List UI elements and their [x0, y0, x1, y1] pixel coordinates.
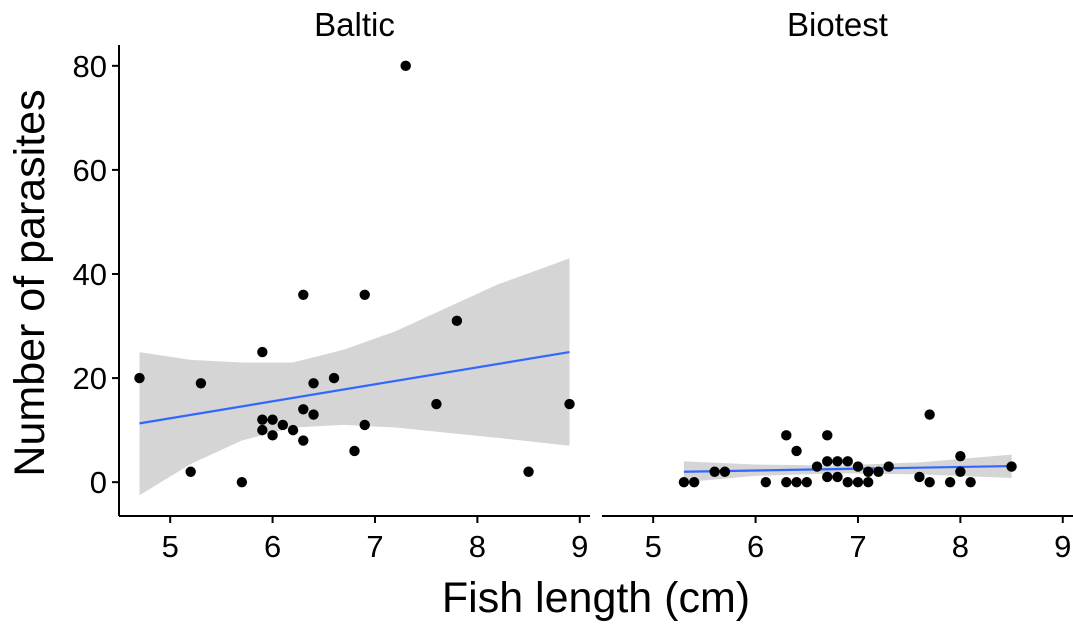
panel-baltic: Baltic 5 6 7 8 9 0 20 40 60 80	[73, 6, 590, 564]
data-point	[564, 398, 575, 410]
data-point	[822, 471, 833, 483]
data-point	[955, 466, 966, 477]
facet-title-baltic: Baltic	[314, 6, 395, 43]
data-point	[308, 409, 319, 420]
data-point	[185, 466, 196, 477]
data-point	[842, 456, 853, 467]
data-point	[257, 414, 268, 425]
data-point	[298, 289, 309, 301]
data-point	[267, 414, 278, 425]
data-point	[863, 476, 874, 488]
data-point	[688, 476, 700, 488]
data-point	[719, 466, 731, 477]
data-point	[914, 471, 925, 483]
x-tick-label: 7	[366, 529, 383, 564]
data-point	[1006, 461, 1017, 472]
x-tick-label: 8	[469, 529, 486, 564]
data-point	[760, 476, 772, 488]
x-tick-label: 5	[162, 529, 179, 564]
data-point	[822, 456, 833, 467]
confidence-band	[139, 258, 570, 496]
x-tick-label: 9	[571, 529, 588, 564]
data-point	[298, 435, 309, 446]
y-tick-label: 40	[73, 257, 107, 292]
data-point	[873, 466, 884, 477]
y-tick-label: 60	[73, 153, 107, 188]
data-point	[267, 430, 278, 441]
y-tick-label: 80	[73, 49, 107, 84]
data-point	[781, 476, 792, 488]
x-tick-label: 9	[1054, 529, 1071, 564]
data-point	[431, 398, 442, 410]
regression-line	[683, 464, 1012, 473]
data-point	[924, 476, 935, 488]
data-point	[781, 430, 792, 441]
data-point	[965, 476, 976, 488]
data-point	[678, 476, 690, 488]
data-point	[195, 378, 207, 389]
data-point	[955, 450, 966, 462]
data-point	[257, 424, 268, 436]
data-point	[359, 289, 370, 301]
data-point	[863, 466, 874, 477]
data-point	[832, 456, 843, 467]
data-point	[709, 466, 720, 477]
panel-biotest: Biotest 5 6 7 8 9	[602, 6, 1073, 564]
x-tick-label: 5	[645, 529, 662, 564]
x-tick-label: 6	[747, 529, 764, 564]
data-point	[852, 476, 864, 488]
data-point	[811, 461, 823, 472]
data-point	[257, 346, 268, 358]
data-point	[359, 419, 370, 431]
data-point	[298, 404, 309, 415]
data-point	[308, 378, 319, 389]
data-point	[944, 476, 956, 488]
data-point	[822, 430, 833, 441]
data-point	[523, 466, 534, 477]
data-point	[236, 476, 248, 488]
x-tick-label: 6	[264, 529, 281, 564]
data-point	[349, 445, 360, 457]
data-point	[134, 372, 145, 384]
facet-title-biotest: Biotest	[787, 6, 888, 43]
data-point	[287, 424, 299, 436]
x-axis-title: Fish length (cm)	[442, 574, 750, 622]
data-point	[832, 471, 843, 483]
data-point	[801, 476, 812, 488]
y-tick-label: 0	[90, 465, 107, 500]
x-tick-label: 7	[849, 529, 866, 564]
regression-line	[139, 350, 570, 425]
data-point	[328, 372, 340, 384]
y-tick-label: 20	[73, 361, 107, 396]
y-axis-title: Number of parasites	[6, 89, 54, 476]
x-tick-label: 8	[952, 529, 969, 564]
data-point	[400, 60, 411, 72]
data-point	[277, 419, 289, 431]
data-point	[924, 409, 935, 420]
data-point	[791, 476, 802, 488]
data-point	[791, 445, 802, 457]
data-point	[842, 476, 853, 488]
data-point	[883, 461, 894, 472]
data-point	[451, 315, 463, 327]
data-point	[852, 461, 864, 472]
